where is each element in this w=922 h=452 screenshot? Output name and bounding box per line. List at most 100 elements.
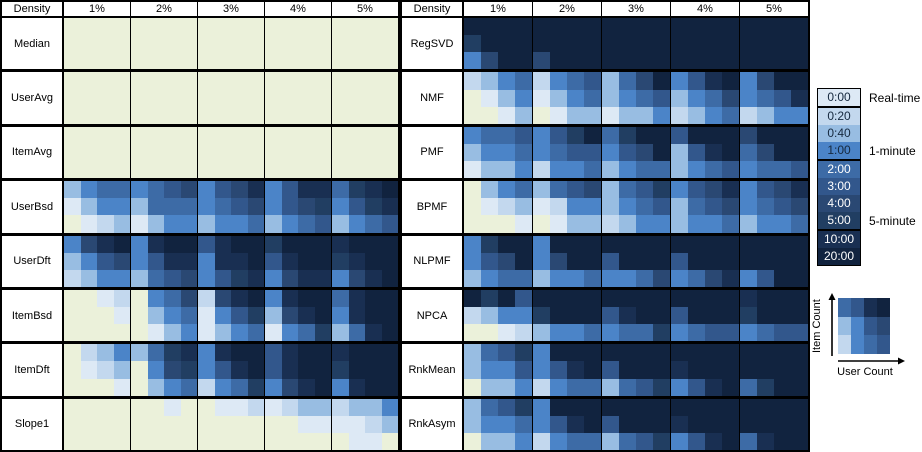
heat-square	[281, 181, 298, 199]
heat-square	[214, 106, 231, 124]
heat-square	[464, 89, 481, 107]
axis-key-square	[851, 298, 864, 317]
heat-square	[131, 89, 148, 107]
heat-square	[515, 307, 532, 325]
heat-square	[64, 398, 81, 416]
heat-square	[722, 18, 739, 36]
heat-square	[550, 289, 567, 307]
heat-square	[791, 289, 808, 307]
heat-square	[705, 398, 722, 416]
heat-square	[636, 35, 653, 53]
heat-square	[722, 432, 739, 450]
heat-square	[550, 252, 567, 270]
heat-square	[533, 143, 550, 161]
heatmap-cell-Median-5%	[331, 18, 398, 70]
heat-square	[365, 415, 382, 433]
heat-square	[740, 415, 757, 433]
heat-square	[498, 289, 515, 307]
heat-square	[180, 269, 197, 287]
heat-square	[688, 215, 705, 233]
heat-square	[131, 344, 148, 362]
heat-square	[247, 198, 264, 216]
heat-square	[231, 415, 248, 433]
heat-square	[774, 143, 791, 161]
heatmap-cell-NPCA-3%	[601, 289, 670, 342]
heat-square	[705, 361, 722, 379]
heat-square	[602, 52, 619, 70]
heat-square	[281, 89, 298, 107]
heat-square	[481, 432, 498, 450]
heat-square	[774, 361, 791, 379]
heat-square	[791, 344, 808, 362]
heatmap-cell-ItemBsd-3%	[197, 289, 264, 342]
heatmap-cell-NLPMF-1%	[463, 235, 532, 287]
heatmap-cell-ItemBsd-1%	[63, 289, 130, 342]
heat-square	[214, 289, 231, 307]
heat-square	[265, 378, 282, 396]
heat-square	[481, 72, 498, 90]
heat-square	[147, 324, 164, 342]
heat-square	[231, 378, 248, 396]
heat-square	[365, 432, 382, 450]
heat-square	[481, 289, 498, 307]
heat-square	[247, 161, 264, 179]
heat-square	[791, 235, 808, 253]
heat-square	[705, 52, 722, 70]
heat-square	[332, 398, 349, 416]
heat-square	[314, 143, 331, 161]
heat-square	[705, 89, 722, 107]
heat-square	[298, 52, 315, 70]
heat-square	[791, 72, 808, 90]
heat-square	[671, 361, 688, 379]
heat-square	[653, 252, 670, 270]
legend-swatch-4:00: 4:00	[818, 195, 860, 212]
heat-square	[298, 18, 315, 36]
heat-square	[688, 143, 705, 161]
heat-square	[198, 378, 215, 396]
heat-square	[464, 72, 481, 90]
heat-square	[64, 89, 81, 107]
heat-square	[381, 269, 398, 287]
heat-square	[498, 252, 515, 270]
heat-square	[281, 198, 298, 216]
heat-square	[757, 215, 774, 233]
table-row-RegSVD: RegSVD	[402, 18, 808, 73]
heat-square	[515, 143, 532, 161]
heat-square	[550, 307, 567, 325]
heat-square	[567, 269, 584, 287]
heat-square	[80, 415, 97, 433]
heatmap-cell-ItemBsd-2%	[130, 289, 197, 342]
heat-square	[231, 35, 248, 53]
heatmap-cell-Median-2%	[130, 18, 197, 70]
heat-square	[602, 344, 619, 362]
heat-square	[247, 72, 264, 90]
heat-square	[653, 215, 670, 233]
heat-square	[774, 252, 791, 270]
heat-square	[584, 89, 601, 107]
heat-square	[791, 215, 808, 233]
heat-square	[97, 324, 114, 342]
heat-square	[688, 432, 705, 450]
heatmap-cell-ItemAvg-2%	[130, 126, 197, 179]
heat-square	[180, 126, 197, 144]
heatmap-cell-BPMF-5%	[739, 181, 808, 233]
heat-square	[314, 35, 331, 53]
heat-square	[147, 89, 164, 107]
heat-square	[214, 52, 231, 70]
heat-square	[791, 89, 808, 107]
heat-square	[774, 289, 791, 307]
heat-square	[722, 235, 739, 253]
heat-square	[64, 415, 81, 433]
heat-square	[705, 344, 722, 362]
heat-square	[231, 126, 248, 144]
heat-square	[671, 181, 688, 199]
heat-square	[774, 106, 791, 124]
heat-square	[688, 252, 705, 270]
heat-square	[671, 344, 688, 362]
heatmap-cell-NPCA-5%	[739, 289, 808, 342]
heat-square	[636, 361, 653, 379]
heat-square	[464, 307, 481, 325]
heat-square	[64, 235, 81, 253]
heat-square	[619, 18, 636, 36]
heat-square	[705, 106, 722, 124]
